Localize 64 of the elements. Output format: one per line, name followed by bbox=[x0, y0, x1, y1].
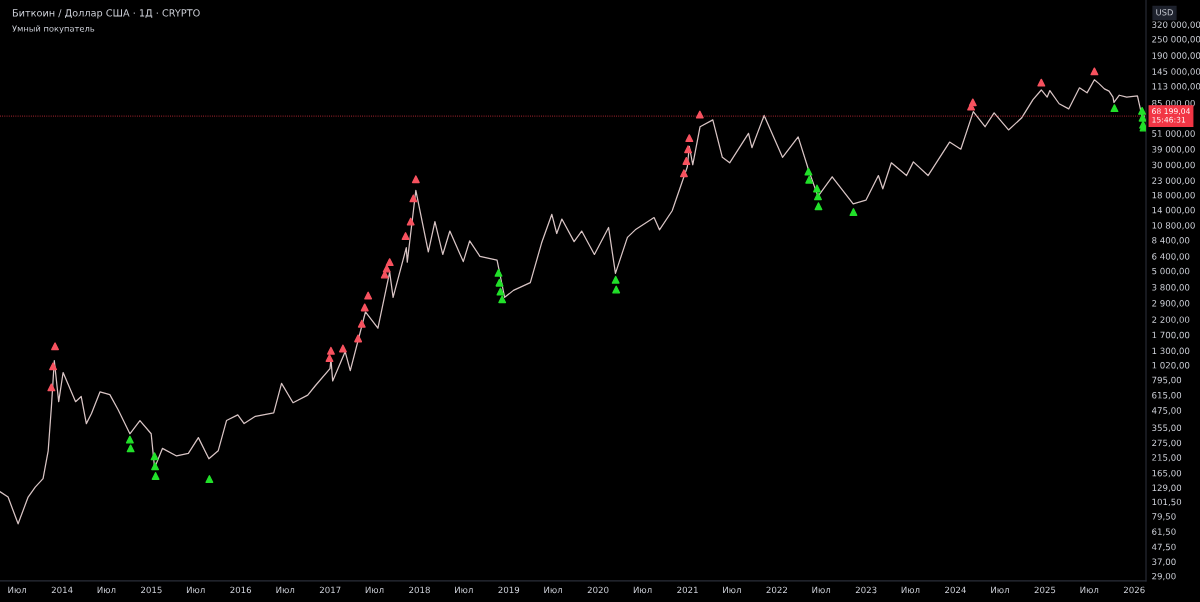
y-tick-label: 320 000,00 bbox=[1152, 21, 1200, 29]
y-tick-label: 6 400,00 bbox=[1152, 253, 1190, 261]
x-tick-label: Июл bbox=[97, 586, 116, 594]
x-tick-label: 2023 bbox=[855, 586, 877, 594]
x-tick-label: 2015 bbox=[141, 586, 162, 594]
x-tick-label: Июл bbox=[1080, 586, 1099, 594]
y-tick-label: 795,00 bbox=[1152, 376, 1182, 385]
y-tick-label: 39 000,00 bbox=[1152, 146, 1195, 154]
y-tick-label: 47,50 bbox=[1151, 543, 1176, 552]
y-axis-title: USD bbox=[1156, 9, 1173, 16]
y-tick-label: 275,00 bbox=[1152, 439, 1182, 448]
y-tick-label: 10 800,00 bbox=[1152, 222, 1195, 230]
text: Биткоин / Доллар США · 1Д · CRYPTO bbox=[12, 9, 200, 19]
y-tick-label: 101,50 bbox=[1152, 498, 1182, 507]
y-tick-label: 1 300,00 bbox=[1152, 347, 1190, 355]
y-tick-label: 8 400,00 bbox=[1152, 237, 1190, 245]
y-tick-label: 250 000,00 bbox=[1152, 36, 1200, 44]
x-tick-label: Июл bbox=[991, 586, 1009, 594]
y-tick-label: 30 000,00 bbox=[1152, 161, 1195, 170]
y-tick-label: 355,00 bbox=[1152, 424, 1182, 432]
x-tick-label: 2022 bbox=[766, 586, 787, 594]
x-tick-label: Июл bbox=[544, 586, 562, 594]
x-tick-label: Июл bbox=[365, 586, 384, 594]
y-tick-label: 215,00 bbox=[1152, 454, 1182, 462]
y-tick-label: 129,00 bbox=[1152, 484, 1182, 492]
x-tick-label: 2018 bbox=[409, 586, 430, 594]
x-tick-label: 2020 bbox=[587, 586, 609, 594]
x-tick-label: Июл bbox=[812, 586, 831, 594]
x-tick-label: 2016 bbox=[230, 586, 252, 594]
x-tick-label: Июл bbox=[633, 586, 652, 594]
y-tick-label: 51 000,00 bbox=[1152, 130, 1195, 138]
y-tick-label: 23 000,00 bbox=[1152, 177, 1195, 185]
y-tick-label: 475,00 bbox=[1151, 407, 1182, 415]
x-tick-label: 2014 bbox=[51, 586, 73, 594]
y-tick-label: 113 000,00 bbox=[1152, 83, 1200, 91]
x-tick-label: 2024 bbox=[945, 586, 966, 594]
x-tick-label: 2025 bbox=[1034, 586, 1056, 594]
y-tick-label: 3 800,00 bbox=[1152, 284, 1190, 292]
y-tick-label: 165,00 bbox=[1152, 469, 1182, 478]
y-tick-label: 5 000,00 bbox=[1152, 267, 1190, 276]
y-tick-label: 37,00 bbox=[1152, 558, 1176, 566]
y-tick-label: 14 000,00 bbox=[1152, 206, 1195, 215]
x-tick-label: Июл bbox=[8, 586, 26, 594]
text: Умный покупатель bbox=[12, 25, 95, 34]
y-tick-label: 190 000,00 bbox=[1152, 52, 1200, 60]
y-tick-label: 145 000,00 bbox=[1152, 68, 1200, 76]
x-tick-label: 2017 bbox=[319, 586, 341, 594]
x-tick-label: Июл bbox=[186, 586, 205, 594]
y-tick-label: 2 200,00 bbox=[1152, 316, 1190, 324]
x-tick-label: 2019 bbox=[498, 586, 520, 594]
y-tick-label: 1 700,00 bbox=[1152, 331, 1190, 340]
x-tick-label: Июл bbox=[455, 586, 473, 594]
x-tick-label: 2026 bbox=[1123, 586, 1145, 594]
x-tick-label: Июл bbox=[276, 586, 295, 594]
x-tick-label: Июл bbox=[901, 586, 920, 594]
y-tick-label: 61,50 bbox=[1152, 528, 1176, 536]
y-tick-label: 18 000,00 bbox=[1152, 191, 1195, 200]
y-tick-label: 2 900,00 bbox=[1152, 300, 1190, 308]
y-tick-label: 79,50 bbox=[1152, 513, 1176, 521]
x-tick-label: 2021 bbox=[677, 586, 698, 594]
y-tick-label: 29,00 bbox=[1152, 572, 1176, 581]
x-tick-label: Июл bbox=[723, 586, 741, 594]
y-tick-label: 615,00 bbox=[1152, 391, 1182, 400]
y-tick-label: 1 020,00 bbox=[1152, 361, 1190, 370]
